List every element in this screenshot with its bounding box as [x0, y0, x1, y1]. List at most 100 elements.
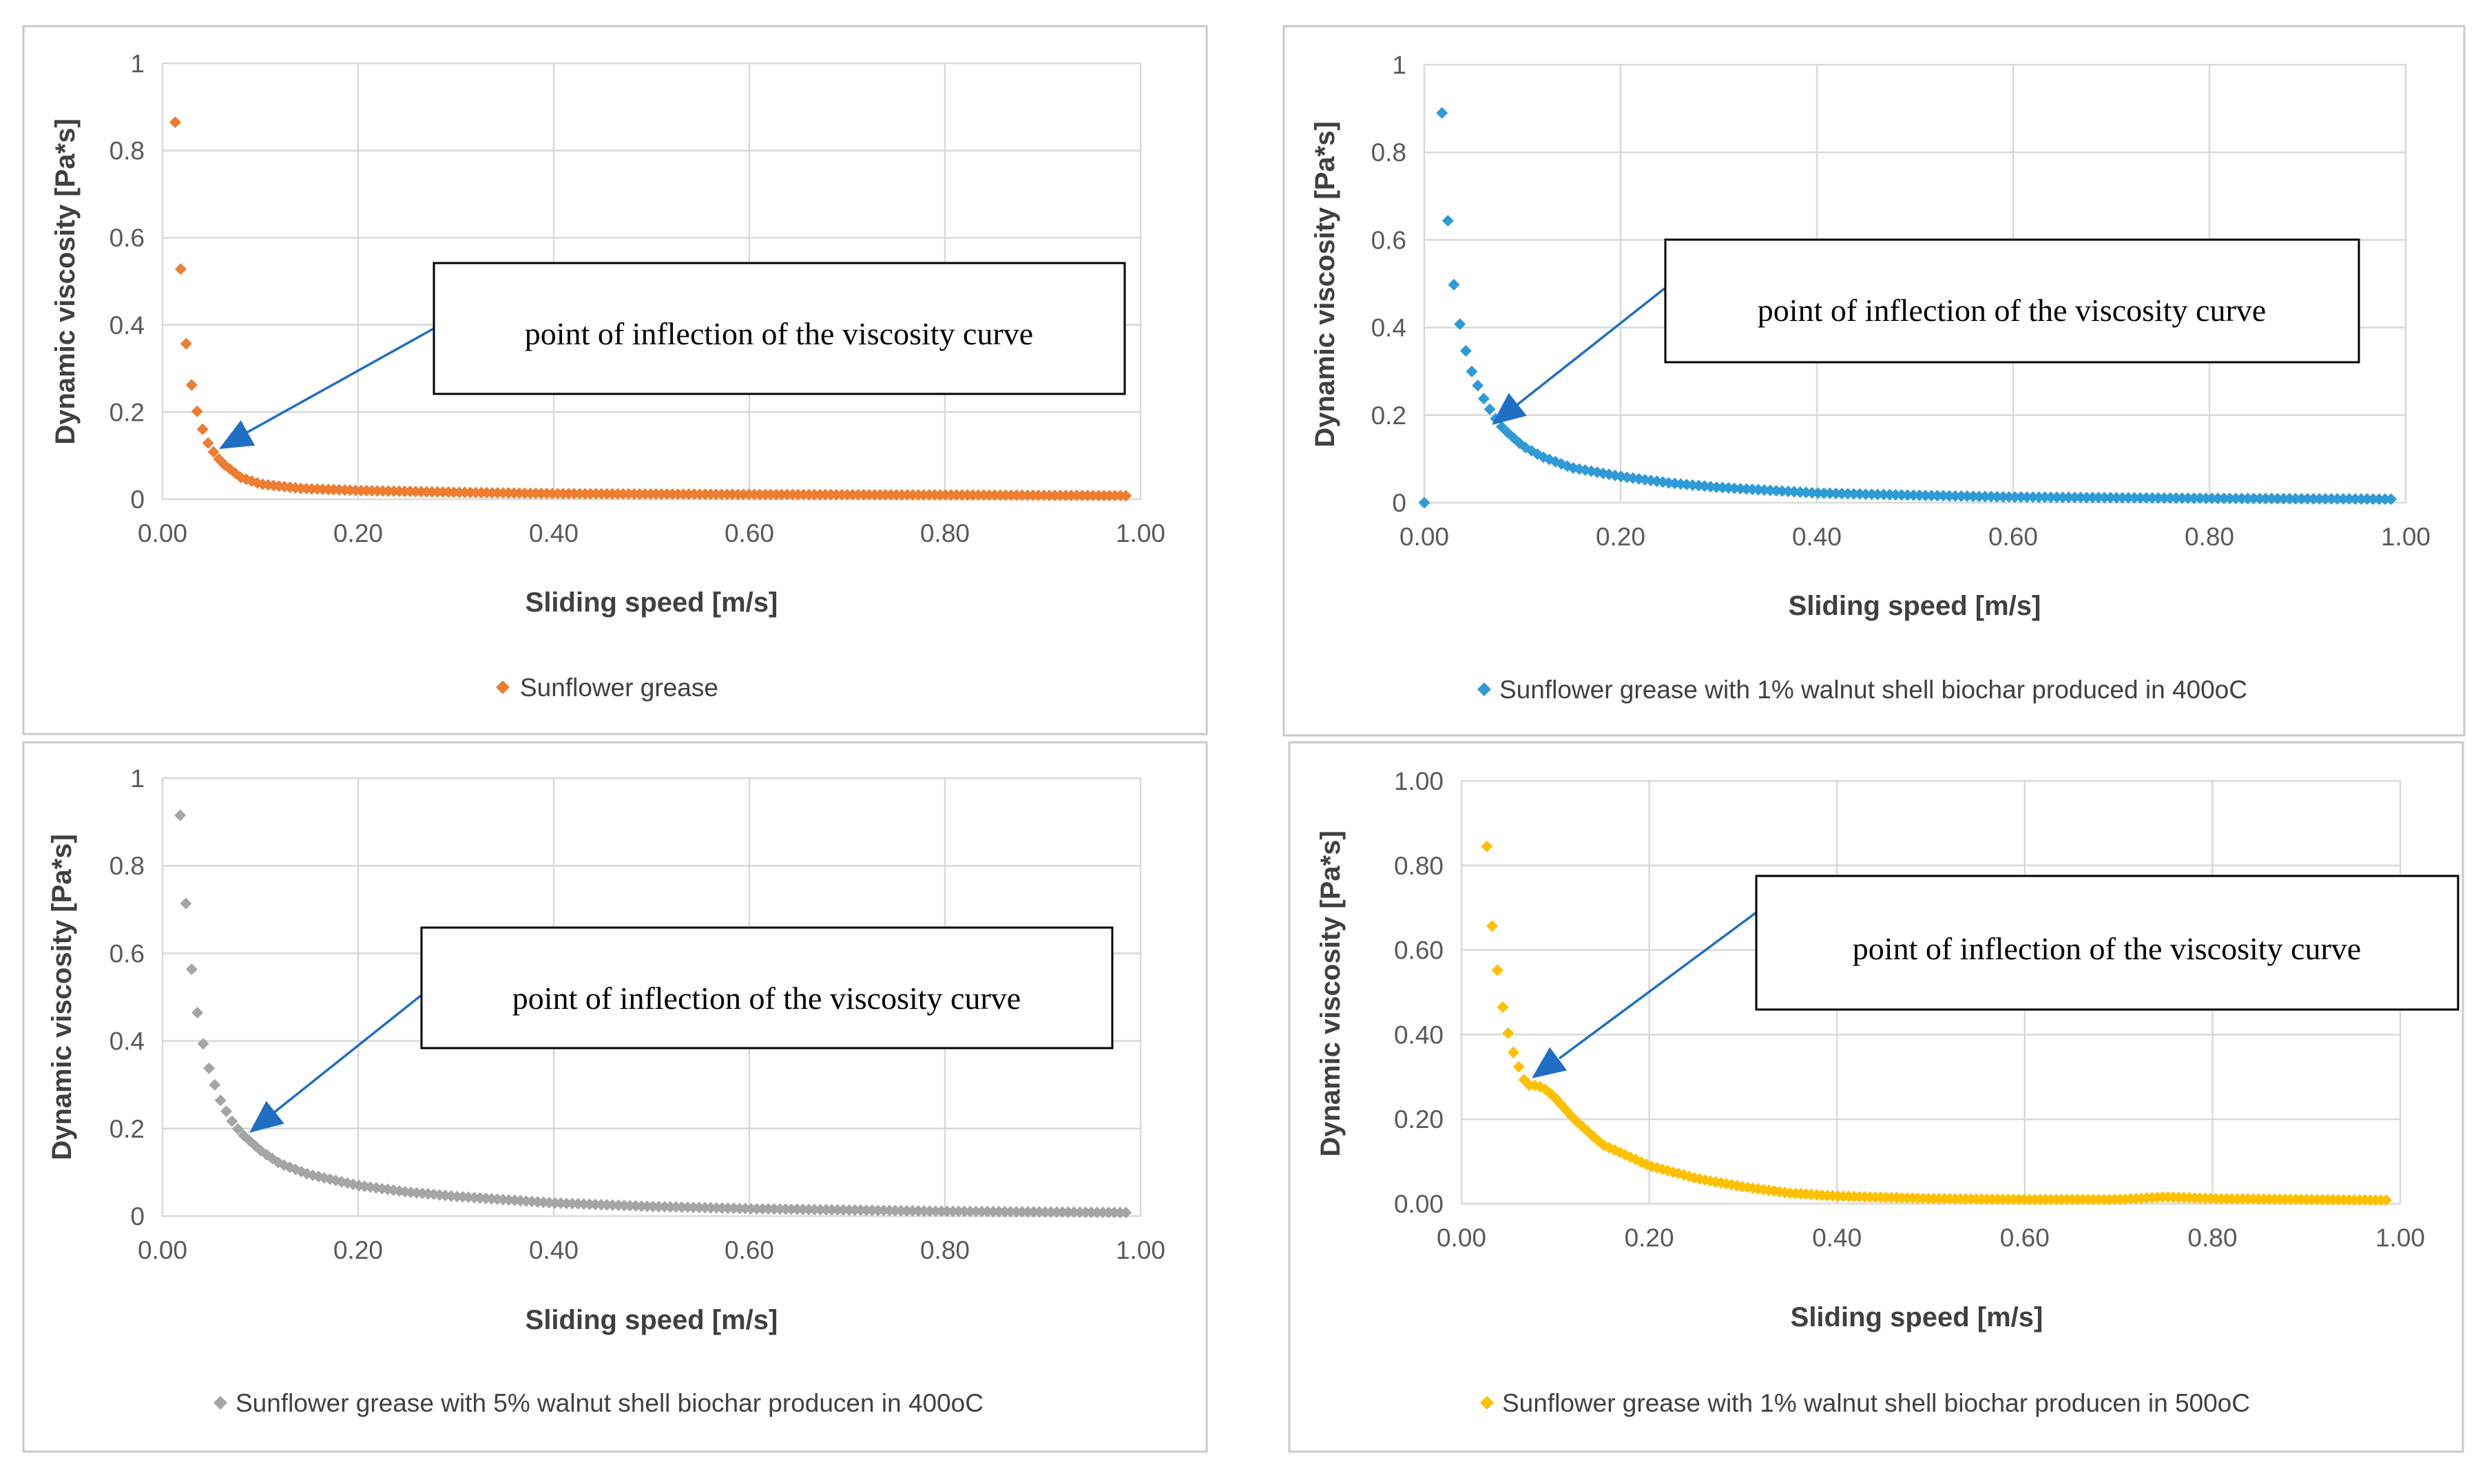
data-point: [2194, 492, 2206, 505]
data-points: [169, 116, 1132, 502]
panel-frame: [1288, 741, 2464, 1453]
y-tick-label: 0.6: [110, 224, 145, 252]
annotation: point of inflection of the viscosity cur…: [219, 262, 1126, 449]
y-tick-label: 0.4: [110, 311, 145, 339]
x-tick-label: 1.00: [2381, 523, 2431, 551]
data-point: [174, 263, 187, 275]
data-point: [2343, 493, 2355, 505]
data-point: [1491, 964, 1503, 976]
y-tick-label: 0.6: [1371, 226, 1406, 254]
x-tick-label: 0.40: [529, 1236, 579, 1264]
annotation-box: [420, 926, 1114, 1049]
y-tick-labels: 0 0.2 0.4 0.6 0.8 1: [110, 50, 145, 514]
data-point: [1454, 318, 1466, 331]
legend-marker: [1480, 1396, 1494, 1410]
data-point: [2152, 492, 2165, 504]
y-axis-title: Dynamic viscosity [Pa*s]: [50, 118, 81, 445]
annotation-arrowhead: [249, 1100, 284, 1133]
data-point: [202, 1062, 215, 1074]
annotation: point of inflection of the viscosity cur…: [1532, 875, 2459, 1078]
annotation-arrow-line: [271, 994, 423, 1115]
data-point: [2104, 492, 2116, 504]
data-point: [1507, 1046, 1519, 1058]
x-tick-label: 1.00: [1116, 519, 1165, 547]
data-point: [2146, 492, 2158, 504]
x-tick-label: 0.20: [333, 519, 383, 547]
y-tick-label: 0.8: [110, 852, 145, 880]
data-point: [1481, 840, 1493, 853]
data-point: [1985, 490, 1997, 503]
legend-marker: [214, 1396, 227, 1410]
annotation-text: point of inflection of the viscosity cur…: [512, 981, 1021, 1016]
data-point: [207, 446, 220, 458]
x-axis-title: Sliding speed [m/s]: [526, 587, 778, 618]
data-point: [2074, 491, 2087, 503]
x-tick-label: 0.80: [920, 519, 970, 547]
annotation-text: point of inflection of the viscosity cur…: [1758, 293, 2266, 328]
y-axis-title: Dynamic viscosity [Pa*s]: [47, 834, 77, 1160]
data-point: [2116, 492, 2129, 504]
data-point: [2134, 492, 2147, 504]
data-point: [191, 1006, 204, 1018]
chart-panel-1pct-biochar-400c: 0 0.2 0.4 0.6 0.8 1 0.00 0.20 0.40 0.60 …: [1282, 25, 2466, 737]
data-point: [2254, 492, 2266, 505]
annotation-box: [433, 262, 1126, 395]
chart-panel-1pct-biochar-500c: 0.00 0.20 0.40 0.60 0.80 1.00 0.00 0.20 …: [1288, 741, 2464, 1453]
data-point: [214, 1094, 227, 1107]
data-point: [2081, 491, 2093, 503]
data-point: [209, 1078, 221, 1091]
y-tick-label: 0.6: [110, 939, 145, 968]
data-point: [2176, 492, 2188, 504]
data-points: [174, 809, 1132, 1219]
data-point: [2099, 492, 2111, 504]
annotation-text: point of inflection of the viscosity cur…: [1853, 931, 2361, 966]
data-point: [2224, 492, 2236, 505]
data-point: [2050, 491, 2063, 503]
data-point: [2319, 492, 2331, 505]
data-point: [1448, 278, 1460, 291]
data-point: [2128, 492, 2141, 504]
y-tick-label: 0.20: [1394, 1105, 1444, 1133]
x-tick-label: 0.00: [138, 519, 187, 547]
chart-panel-5pct-biochar-400c: 0 0.2 0.4 0.6 0.8 1 0.00 0.20 0.40 0.60 …: [22, 741, 1208, 1453]
data-point: [180, 337, 192, 350]
data-point: [2301, 492, 2313, 505]
x-tick-label: 1.00: [1116, 1236, 1165, 1264]
legend-label: Sunflower grease with 5% walnut shell bi…: [236, 1389, 984, 1417]
y-tick-label: 1: [130, 50, 145, 78]
data-point: [2349, 493, 2362, 505]
y-tick-label: 0.8: [110, 137, 145, 165]
data-point: [1477, 393, 1490, 405]
data-point: [1484, 403, 1496, 415]
data-point: [2385, 493, 2397, 505]
y-tick-label: 0.4: [1371, 314, 1406, 342]
x-tick-label: 0.20: [1625, 1224, 1674, 1252]
x-tick-label: 0.20: [333, 1236, 383, 1264]
y-tick-label: 0.2: [110, 398, 145, 426]
y-axis-title: Dynamic viscosity [Pa*s]: [1315, 830, 1346, 1157]
y-tick-labels: 0 0.2 0.4 0.6 0.8 1: [1371, 51, 1406, 517]
data-point: [1919, 489, 1932, 501]
data-point: [185, 379, 198, 391]
data-point: [2164, 492, 2176, 504]
data-point: [1512, 1060, 1525, 1073]
data-point: [2283, 492, 2296, 505]
x-axis-title: Sliding speed [m/s]: [1789, 591, 2041, 621]
y-axis-title: Dynamic viscosity [Pa*s]: [1310, 121, 1340, 448]
panel-frame: [1282, 25, 2466, 737]
data-point: [2307, 492, 2320, 505]
y-tick-label: 1.00: [1394, 767, 1444, 795]
x-axis-title: Sliding speed [m/s]: [1791, 1302, 2043, 1333]
data-point: [2170, 492, 2183, 504]
data-point: [220, 1105, 233, 1118]
data-point: [2039, 491, 2051, 503]
data-point: [2122, 492, 2134, 504]
data-point: [1436, 107, 1448, 119]
y-tick-label: 0: [130, 1202, 145, 1231]
data-point: [2242, 492, 2254, 505]
plot-area: [1423, 63, 2407, 504]
annotation-arrowhead: [219, 420, 256, 449]
data-points: [1481, 840, 2393, 1206]
x-tick-label: 0.20: [1596, 523, 1645, 551]
